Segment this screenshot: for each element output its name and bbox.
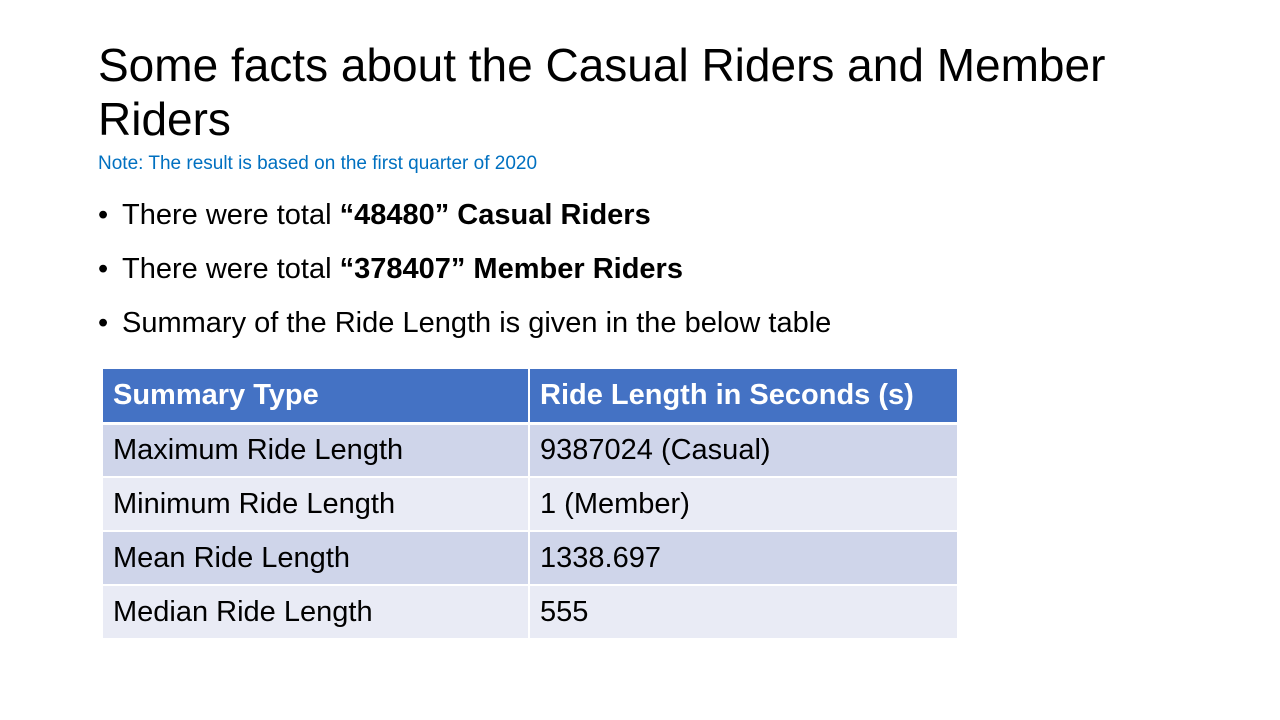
bullet-dot-icon: •	[98, 253, 109, 285]
table-cell-summary-type: Mean Ride Length	[103, 531, 530, 586]
table-row: Median Ride Length 555	[103, 585, 957, 640]
table-header-ride-length: Ride Length in Seconds (s)	[529, 369, 957, 425]
table-row: Mean Ride Length 1338.697	[103, 531, 957, 586]
bullet-casual-riders: • There were total “48480” Casual Riders	[98, 194, 831, 248]
table-header-row: Summary Type Ride Length in Seconds (s)	[103, 369, 957, 425]
slide-title: Some facts about the Casual Riders and M…	[98, 39, 1106, 145]
table-cell-summary-type: Minimum Ride Length	[103, 477, 530, 532]
table-cell-summary-type: Maximum Ride Length	[103, 423, 530, 478]
table-row: Minimum Ride Length 1 (Member)	[103, 477, 957, 532]
bullet-text: There were total	[122, 199, 340, 231]
bullet-text: There were total	[122, 253, 340, 285]
bullet-summary-intro: • Summary of the Ride Length is given in…	[98, 302, 831, 356]
table-cell-ride-length: 9387024 (Casual)	[529, 423, 957, 478]
bullet-member-riders: • There were total “378407” Member Rider…	[98, 248, 831, 302]
ride-length-summary-table: Summary Type Ride Length in Seconds (s) …	[103, 369, 957, 640]
bullet-dot-icon: •	[98, 307, 109, 339]
table-cell-summary-type: Median Ride Length	[103, 585, 530, 640]
table-cell-ride-length: 1338.697	[529, 531, 957, 586]
bullet-text: Summary of the Ride Length is given in t…	[122, 307, 832, 339]
slide-note: Note: The result is based on the first q…	[98, 153, 538, 174]
table-cell-ride-length: 1 (Member)	[529, 477, 957, 532]
bullet-list: • There were total “48480” Casual Riders…	[98, 194, 831, 356]
bullet-bold-text: “378407” Member Riders	[339, 253, 683, 285]
bullet-bold-text: “48480” Casual Riders	[339, 199, 651, 231]
table-row: Maximum Ride Length 9387024 (Casual)	[103, 423, 957, 478]
table-header-summary-type: Summary Type	[103, 369, 530, 425]
table-cell-ride-length: 555	[529, 585, 957, 640]
bullet-dot-icon: •	[98, 199, 109, 231]
